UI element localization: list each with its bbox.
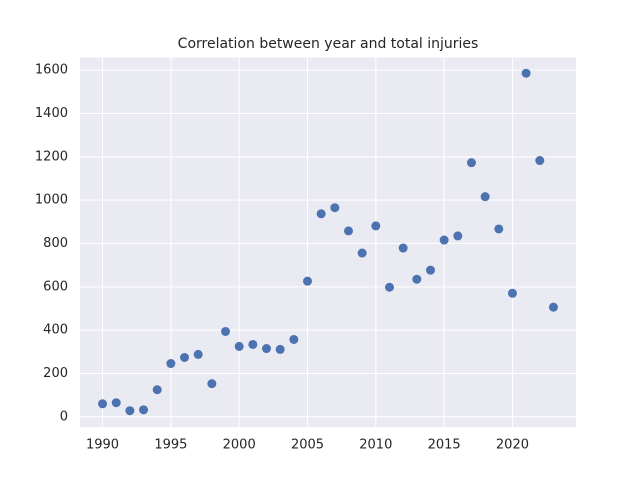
- x-tick-label: 1990: [86, 438, 119, 453]
- point: [507, 288, 517, 298]
- point: [262, 344, 272, 354]
- y-tick-label: 1000: [35, 193, 68, 208]
- point: [521, 68, 531, 78]
- point: [180, 352, 190, 362]
- y-tick-label: 1600: [35, 63, 68, 78]
- plot-area: [80, 57, 576, 428]
- x-tick-label: 2005: [291, 438, 324, 453]
- point: [412, 274, 422, 284]
- point: [98, 399, 108, 409]
- point: [125, 406, 135, 416]
- point: [425, 265, 435, 275]
- x-tick-label: 2010: [359, 438, 392, 453]
- y-tick-label: 0: [60, 409, 68, 424]
- point: [289, 334, 299, 344]
- y-tick-label: 1200: [35, 149, 68, 164]
- point: [453, 231, 463, 241]
- point: [111, 398, 121, 408]
- point: [248, 339, 258, 349]
- point: [494, 224, 504, 234]
- y-tick-label: 1400: [35, 106, 68, 121]
- x-tick-label: 2015: [428, 438, 461, 453]
- point: [398, 243, 408, 253]
- y-tick-label: 200: [43, 366, 68, 381]
- y-tick-label: 400: [43, 323, 68, 338]
- point: [330, 203, 340, 213]
- point: [371, 221, 381, 231]
- point: [152, 385, 162, 395]
- point: [548, 302, 558, 312]
- point: [139, 405, 149, 415]
- y-tick-label: 800: [43, 236, 68, 251]
- point: [439, 235, 449, 245]
- point: [480, 192, 490, 202]
- point: [275, 344, 285, 354]
- point: [221, 326, 231, 336]
- point: [466, 158, 476, 168]
- point: [316, 209, 326, 219]
- point: [303, 276, 313, 286]
- point: [384, 282, 394, 292]
- point: [343, 226, 353, 236]
- y-tick-label: 600: [43, 279, 68, 294]
- x-tick-label: 1995: [154, 438, 187, 453]
- x-tick-label: 2000: [223, 438, 256, 453]
- point: [193, 349, 203, 359]
- point: [207, 379, 217, 389]
- point: [166, 359, 176, 369]
- chart-title: Correlation between year and total injur…: [178, 36, 479, 52]
- point: [234, 341, 244, 351]
- point: [357, 248, 367, 258]
- point: [535, 156, 545, 166]
- x-tick-label: 2020: [496, 438, 529, 453]
